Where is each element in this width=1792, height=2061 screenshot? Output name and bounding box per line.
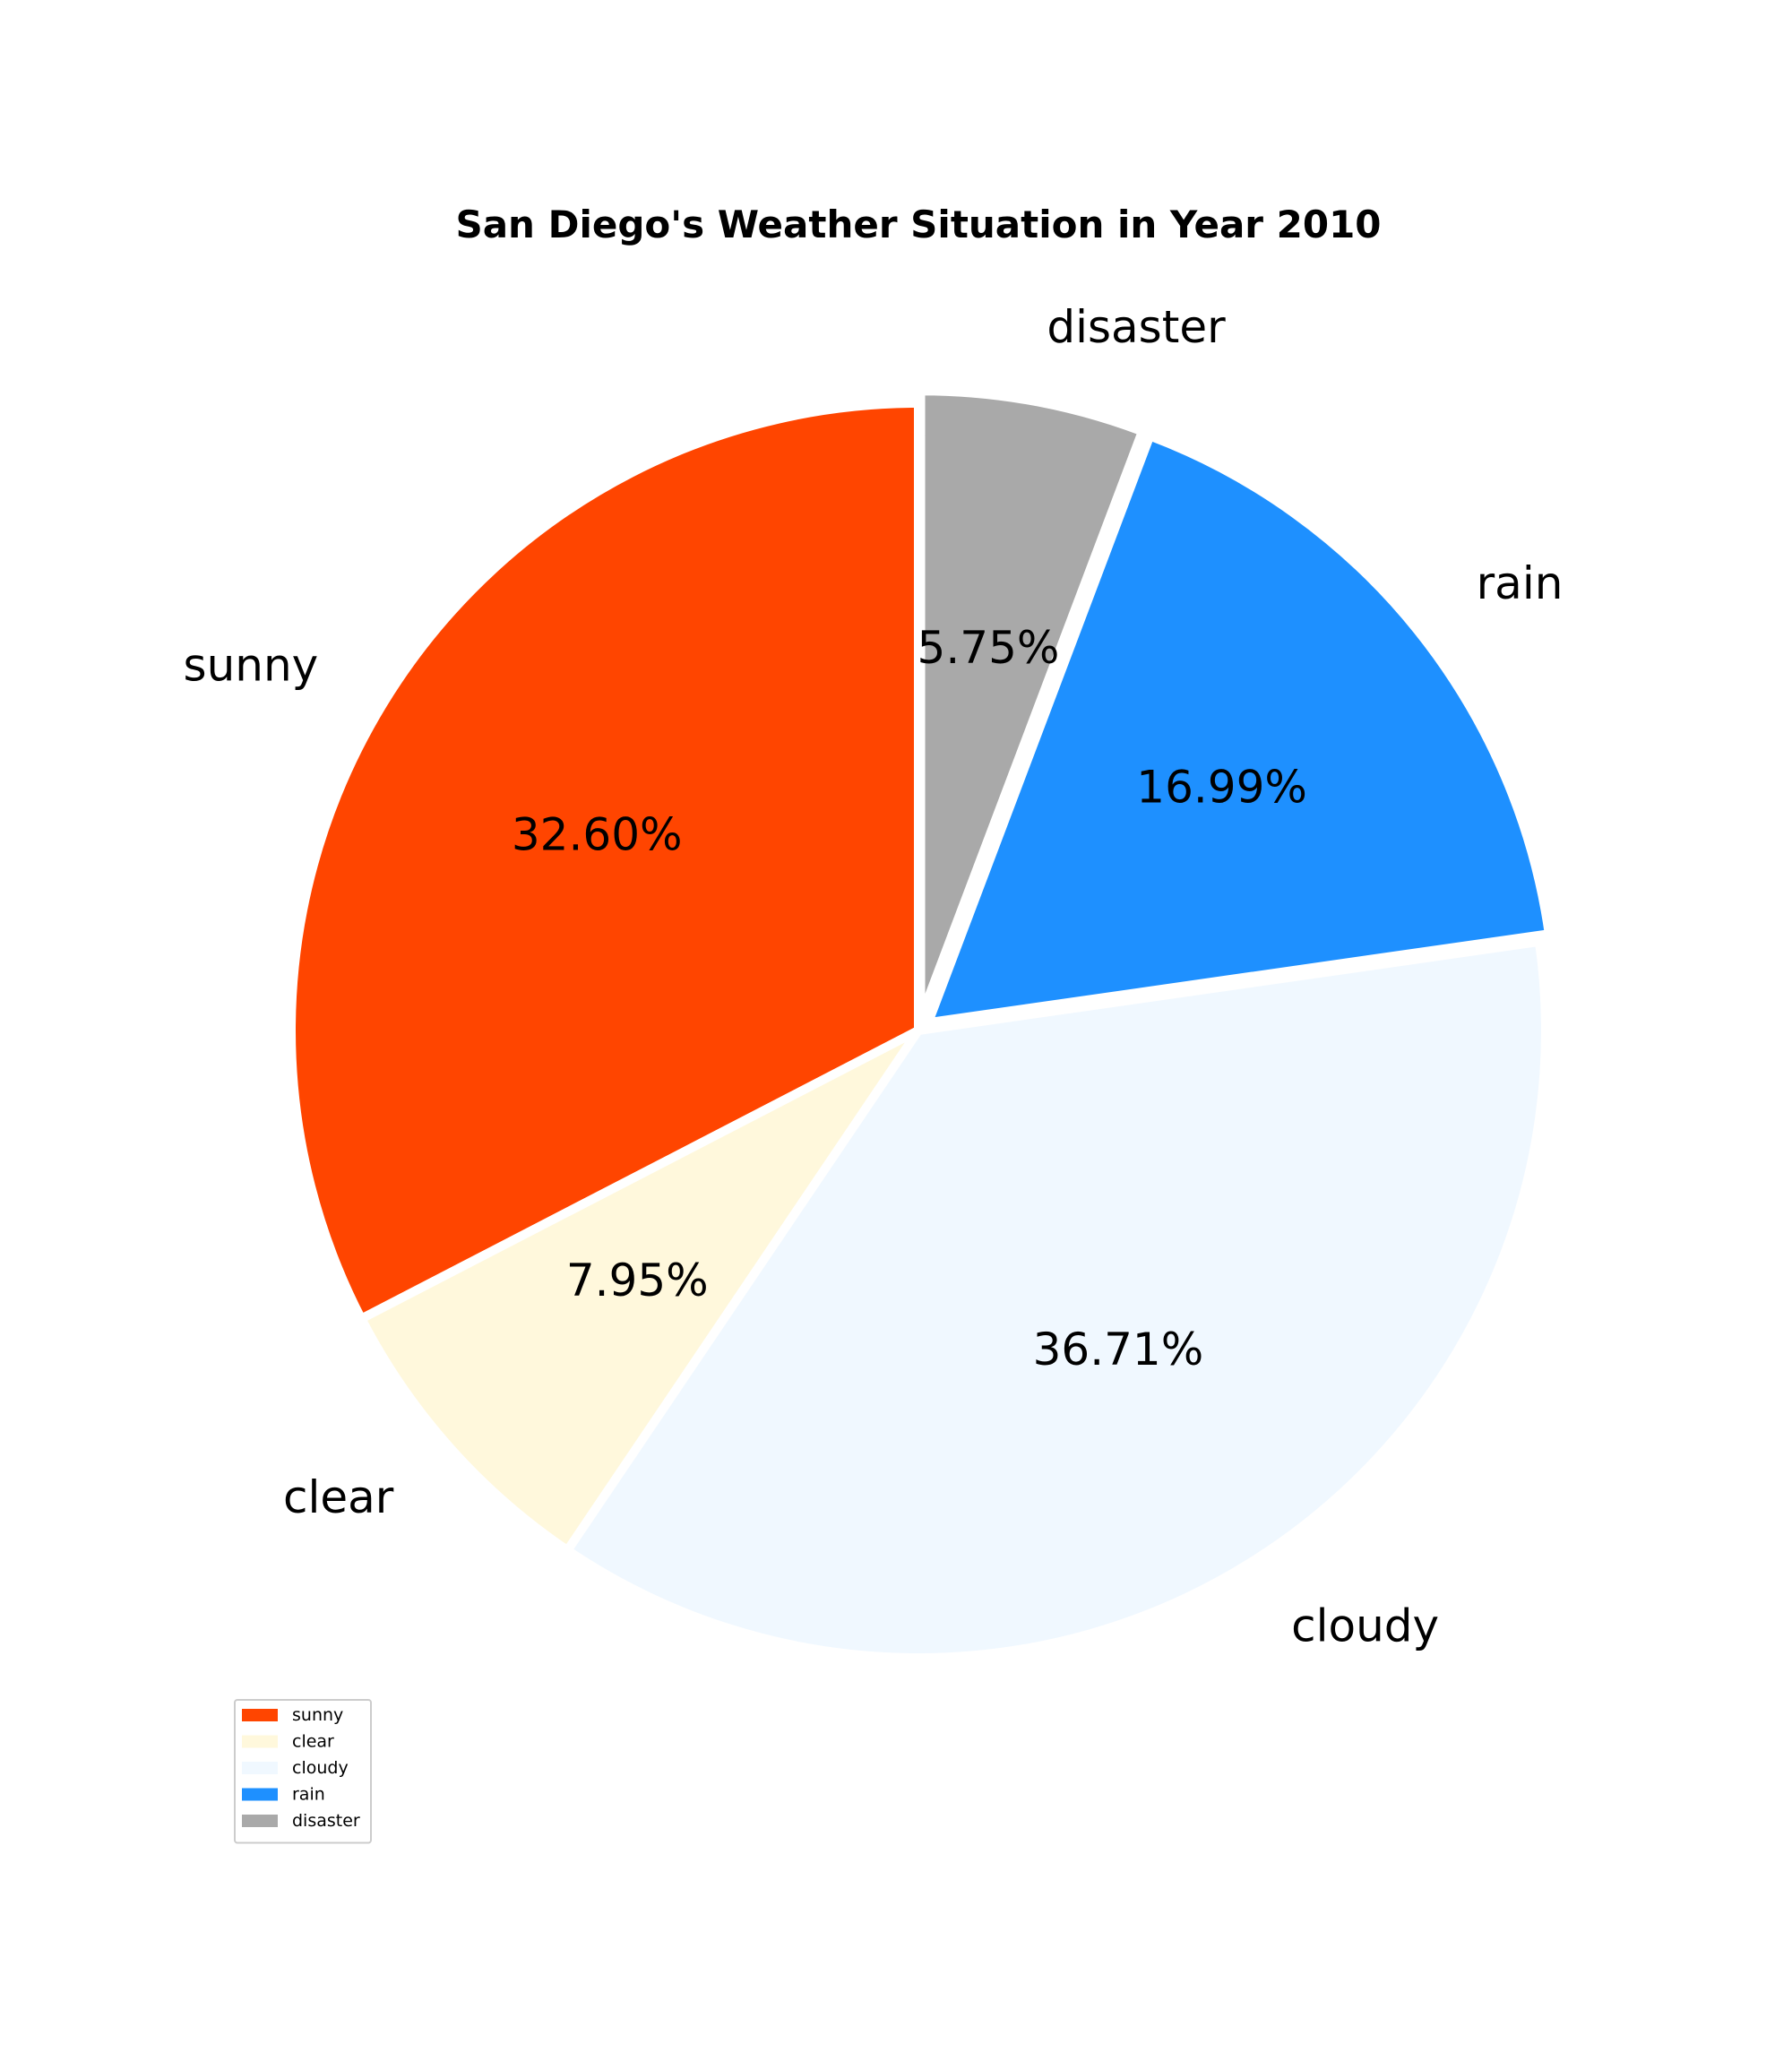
legend-swatch-sunny: [242, 1709, 278, 1721]
legend-label-rain: rain: [292, 1785, 325, 1805]
pct-label-sunny: 32.60%: [512, 809, 683, 861]
pct-label-rain: 16.99%: [1136, 762, 1307, 814]
pie-slice-disaster: [916, 386, 1147, 1023]
pct-label-cloudy: 36.71%: [1033, 1324, 1204, 1375]
slice-label-sunny: sunny: [184, 639, 319, 691]
legend-label-sunny: sunny: [292, 1705, 343, 1725]
pie-slice-clear: [357, 1026, 923, 1556]
pie-slice-rain: [923, 431, 1554, 1028]
pie-slice-sunny: [287, 399, 923, 1324]
pct-label-clear: 7.95%: [566, 1255, 709, 1306]
legend-swatch-rain: [242, 1788, 278, 1801]
legend-swatch-cloudy: [242, 1762, 278, 1774]
slice-label-cloudy: cloudy: [1291, 1600, 1439, 1651]
legend: sunny clear cloudy rain disaster: [234, 1699, 372, 1844]
legend-label-disaster: disaster: [292, 1811, 360, 1831]
legend-swatch-clear: [242, 1735, 278, 1748]
chart-title: San Diego's Weather Situation in Year 20…: [455, 203, 1381, 246]
pct-label-disaster: 5.75%: [918, 622, 1060, 674]
pie-slices: [287, 386, 1554, 1662]
legend-label-cloudy: cloudy: [292, 1758, 349, 1778]
pie-slice-cloudy: [563, 936, 1550, 1662]
legend-label-clear: clear: [292, 1732, 334, 1752]
slice-label-rain: rain: [1477, 557, 1564, 609]
slice-label-clear: clear: [283, 1471, 394, 1523]
pie-labels: sunny 32.60% clear 7.95% cloudy 36.71% rain 16.…: [184, 301, 1564, 1651]
slice-label-disaster: disaster: [1047, 301, 1226, 353]
legend-swatch-disaster: [242, 1815, 278, 1827]
